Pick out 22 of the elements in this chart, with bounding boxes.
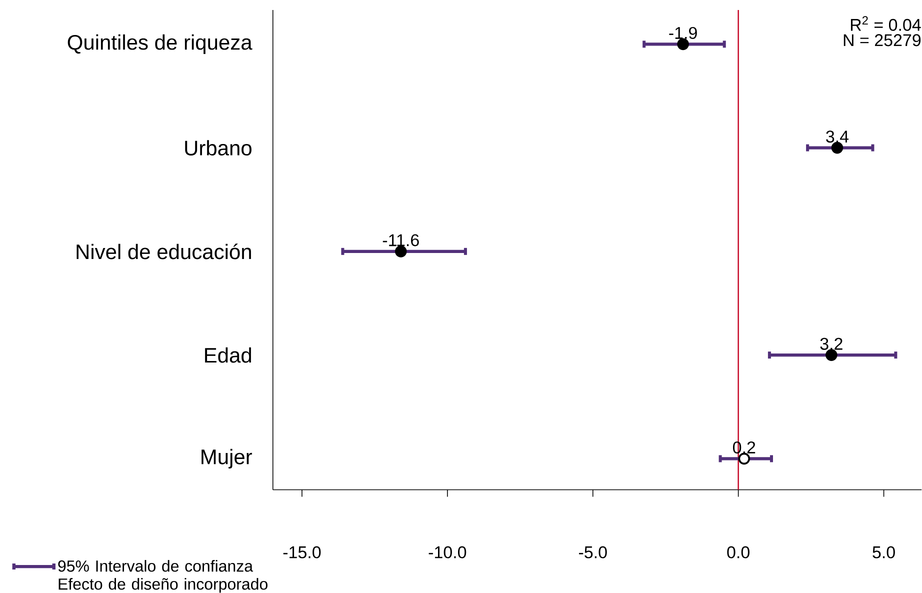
- y-tick-label: Edad: [205, 347, 252, 363]
- data-label: 3.2: [820, 338, 842, 350]
- data-label: -1.9: [669, 27, 697, 40]
- x-tick-label: 0.0: [727, 546, 750, 558]
- x-tick-label: -15.0: [283, 546, 321, 558]
- point: [738, 452, 750, 465]
- data-label: -11.6: [382, 234, 419, 246]
- annotation: R$^{2}$ = 0.04: [850, 16, 921, 32]
- y-tick-label: Mujer: [202, 449, 252, 469]
- point: [677, 38, 689, 50]
- y-tick-label: Urbano: [185, 140, 252, 156]
- y-tick-label: Quintiles de riqueza: [68, 34, 252, 54]
- x-tick-label: -10.0: [428, 546, 466, 558]
- x-tick-label: 5.0: [872, 546, 895, 558]
- point: [831, 142, 844, 154]
- text: 95% Intervalo de confianza Efecto de diseño incorporado: [58, 560, 268, 593]
- point: [394, 246, 407, 258]
- data-label: 3.4: [826, 130, 849, 143]
- x-tick-label: -5.0: [578, 546, 607, 558]
- annotation: N = 25279: [844, 34, 921, 46]
- point: [826, 349, 838, 362]
- y-tick-label: Nivel de educación: [76, 244, 251, 260]
